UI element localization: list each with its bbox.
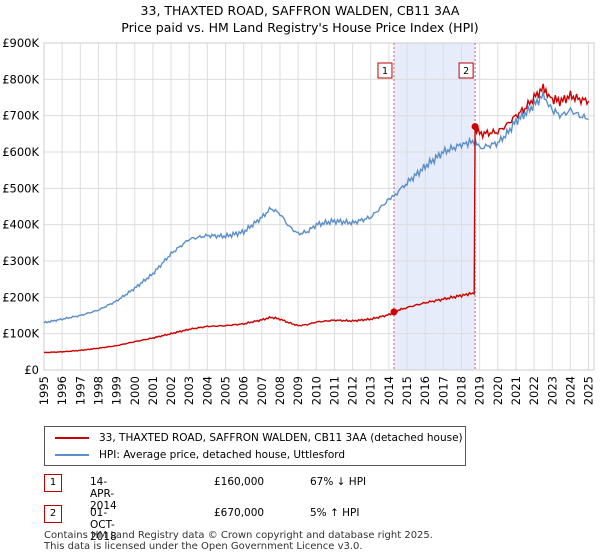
x-tick-label: 2008 (273, 376, 287, 405)
sale-point (390, 308, 398, 316)
x-tick-label: 1999 (110, 376, 124, 405)
x-tick-label: 2019 (473, 376, 487, 405)
property-series-line (43, 83, 590, 354)
x-tick-label: 2022 (527, 376, 541, 405)
y-tick-label: £400K (2, 218, 39, 232)
sale-price: £670,000 (214, 507, 265, 519)
y-tick-label: £800K (2, 72, 39, 86)
y-tick-label: £900K (2, 36, 39, 50)
x-tick-label: 2020 (491, 376, 505, 405)
x-tick-label: 2004 (200, 376, 214, 405)
chart-title: 33, THAXTED ROAD, SAFFRON WALDEN, CB11 3… (140, 3, 460, 18)
plot-area (44, 43, 594, 370)
legend-swatch-hpi (55, 454, 89, 456)
footer-copyright: Contains HM Land Registry data © Crown c… (44, 530, 433, 541)
x-tick-label: 2024 (563, 376, 577, 405)
x-tick-label: 2003 (182, 376, 196, 405)
x-tick-label: 1996 (55, 376, 69, 405)
x-tick-label: 1997 (73, 376, 87, 405)
x-tick-label: 1995 (37, 376, 51, 405)
sale-date: 14-APR-2014 (90, 476, 117, 512)
x-tick-label: 2016 (418, 376, 432, 405)
x-tick-label: 2012 (346, 376, 360, 405)
chart-subtitle: Price paid vs. HM Land Registry's House … (121, 20, 479, 35)
y-tick-label: £100K (2, 327, 39, 341)
y-tick-label: £300K (2, 254, 39, 268)
x-tick-label: 2018 (454, 376, 468, 405)
sale-date: 01-OCT-2018 (90, 507, 117, 543)
x-tick-label: 2005 (219, 376, 233, 405)
x-tick-label: 2001 (146, 376, 160, 405)
ownership-shaded-region (393, 43, 476, 370)
legend-label-hpi: HPI: Average price, detached house, Uttl… (99, 449, 346, 461)
x-tick-label: 2025 (582, 376, 596, 405)
x-tick-label: 2009 (291, 376, 305, 405)
plot-border (43, 42, 595, 371)
y-tick-label: £700K (2, 109, 39, 123)
legend-label-property: 33, THAXTED ROAD, SAFFRON WALDEN, CB11 3… (99, 432, 463, 444)
sale-hpi-change: 5% ↑ HPI (310, 507, 360, 519)
sale-marker-box (377, 62, 393, 79)
sale-price: £160,000 (214, 476, 265, 488)
x-tick-label: 2007 (255, 376, 269, 405)
x-tick-label: 2010 (309, 376, 323, 405)
x-tick-label: 2002 (164, 376, 178, 405)
x-tick-label: 2013 (364, 376, 378, 405)
x-tick-label: 2006 (237, 376, 251, 405)
y-tick-label: £600K (2, 145, 39, 159)
sale-marker-label: 2 (463, 66, 469, 77)
x-tick-label: 2023 (545, 376, 559, 405)
x-tick-label: 2014 (382, 376, 396, 405)
footer: Contains HM Land Registry data © Crown c… (44, 530, 433, 552)
hpi-series-line (43, 91, 589, 324)
legend: 33, THAXTED ROAD, SAFFRON WALDEN, CB11 3… (44, 426, 466, 466)
x-tick-label: 2011 (327, 376, 341, 405)
x-tick-label: 2000 (128, 376, 142, 405)
sale-number-badge: 2 (44, 505, 62, 523)
legend-item-property: 33, THAXTED ROAD, SAFFRON WALDEN, CB11 3… (55, 430, 463, 446)
sale-number-badge: 1 (44, 474, 62, 492)
y-tick-label: £0 (24, 363, 39, 377)
footer-licence: This data is licensed under the Open Gov… (44, 541, 363, 552)
legend-item-hpi: HPI: Average price, detached house, Uttl… (55, 447, 345, 463)
chart-title-block: 33, THAXTED ROAD, SAFFRON WALDEN, CB11 3… (0, 2, 600, 36)
price-chart: 1995 1996 1997 1998 1999 2000 2001 2002 2003 2004… (2, 36, 596, 405)
x-tick-label: 2021 (509, 376, 523, 405)
sale-marker-box (458, 62, 474, 79)
x-tick-label: 1998 (91, 376, 105, 405)
sale-hpi-change: 67% ↓ HPI (310, 476, 367, 488)
x-tick-label: 2017 (436, 376, 450, 405)
legend-swatch-property (55, 437, 89, 439)
y-tick-label: £200K (2, 290, 39, 304)
sale-marker-label: 1 (382, 66, 388, 77)
x-tick-label: 2015 (400, 376, 414, 405)
y-tick-label: £500K (2, 181, 39, 195)
sale-point (471, 123, 479, 131)
